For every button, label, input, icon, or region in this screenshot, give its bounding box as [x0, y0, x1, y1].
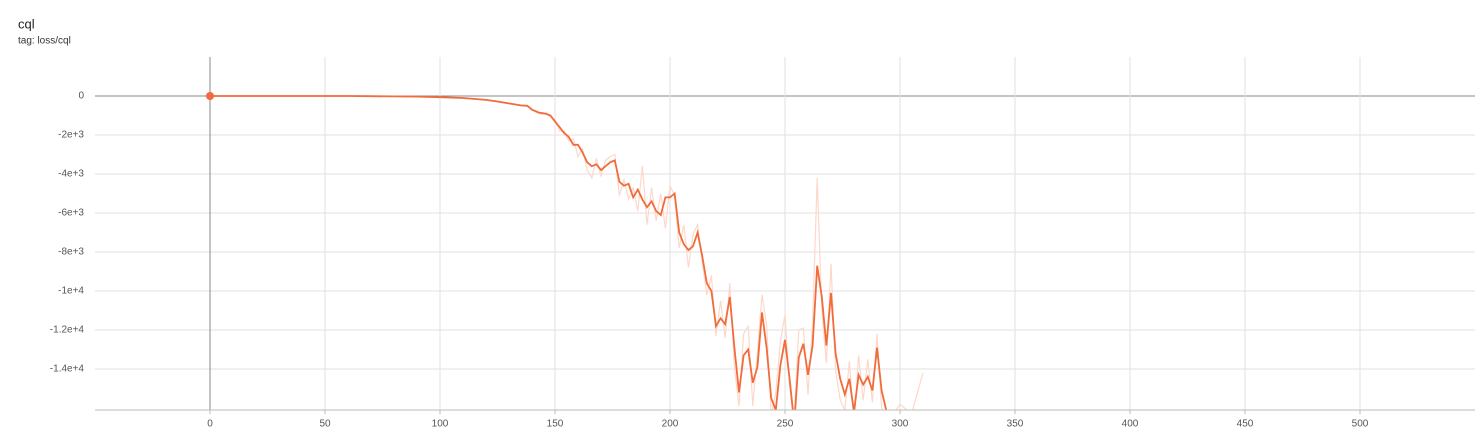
y-tick-label: -8e+3 — [58, 247, 84, 258]
y-tick-label: -1.4e+4 — [50, 364, 85, 375]
x-tick-label: 100 — [432, 419, 449, 430]
series-line — [210, 95, 888, 410]
x-tick-label: 150 — [547, 419, 564, 430]
grid — [95, 57, 1475, 410]
x-tick-label: 250 — [777, 419, 794, 430]
chart-title: cql — [18, 16, 35, 31]
x-tick-label: 50 — [319, 419, 331, 430]
x-tick-label: 350 — [1007, 419, 1024, 430]
y-tick-label: 0 — [78, 91, 84, 102]
y-tick-label: -1.2e+4 — [50, 325, 85, 336]
y-tick-label: -2e+3 — [58, 130, 84, 141]
y-tick-label: -1e+4 — [58, 286, 84, 297]
x-tick-label: 450 — [1237, 419, 1254, 430]
x-tick-label: 0 — [207, 419, 213, 430]
x-tick-label: 200 — [662, 419, 679, 430]
y-tick-label: -4e+3 — [58, 169, 84, 180]
series-line — [210, 95, 924, 410]
x-tick-label: 500 — [1352, 419, 1369, 430]
point-marker — [206, 92, 214, 101]
x-tick-label: 300 — [892, 419, 909, 430]
plot-area — [210, 95, 924, 410]
chart-subtitle: tag: loss/cql — [18, 36, 71, 47]
x-tick-label: 400 — [1122, 419, 1139, 430]
y-tick-label: -6e+3 — [58, 208, 84, 219]
